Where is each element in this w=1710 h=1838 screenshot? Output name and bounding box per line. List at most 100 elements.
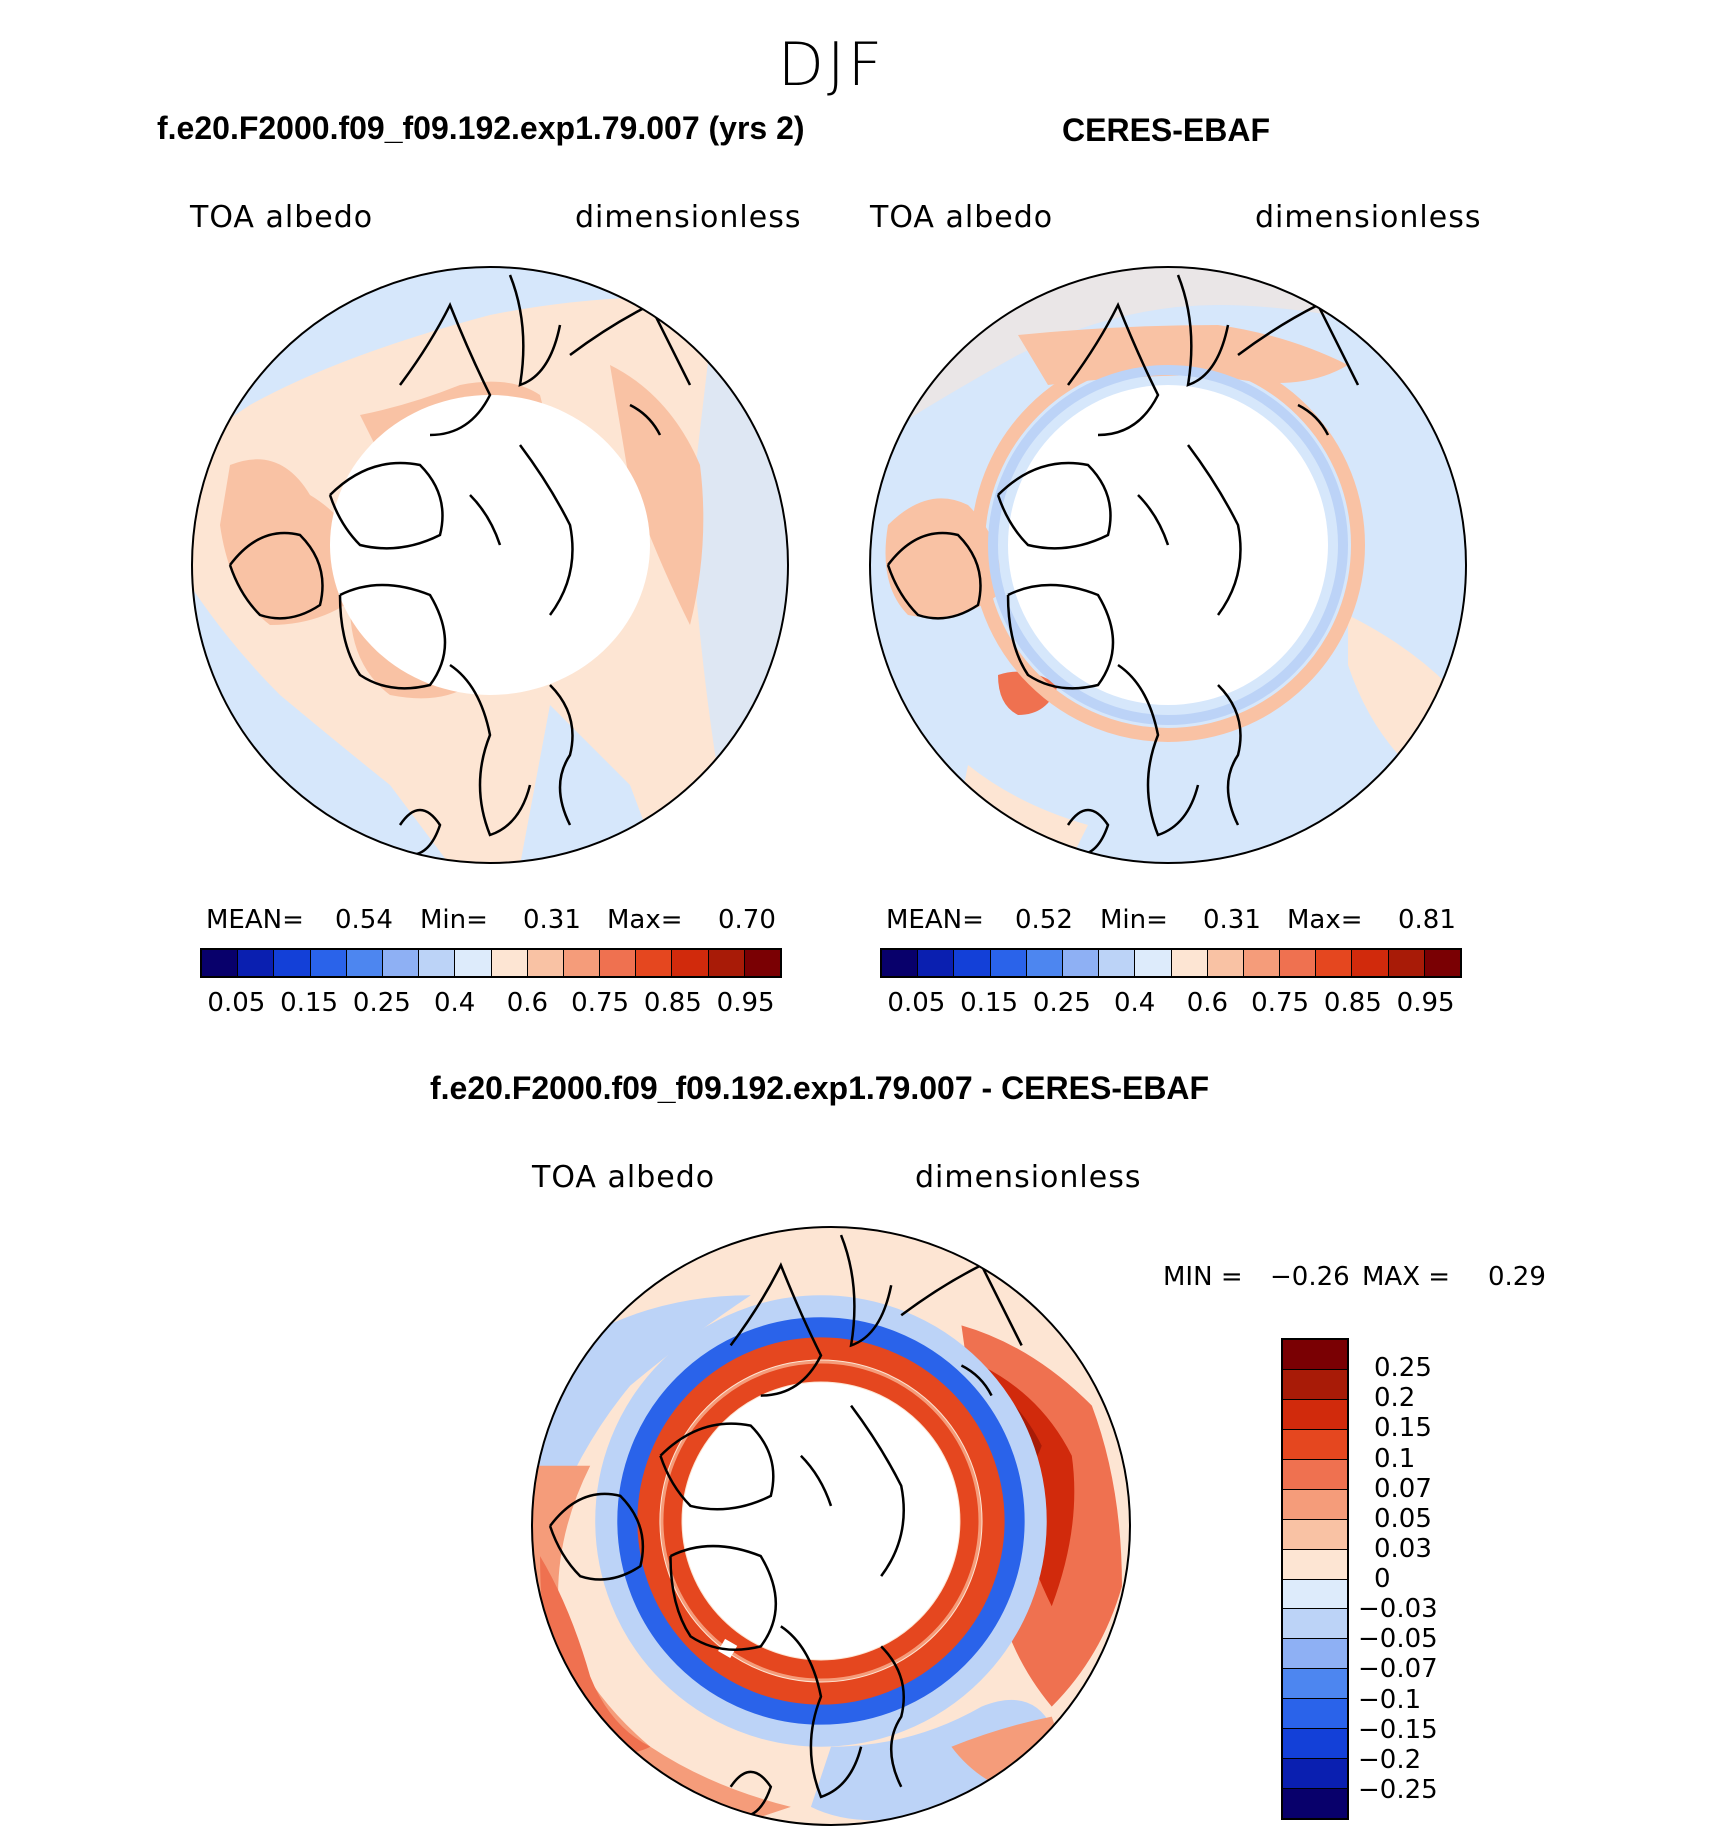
panel1-colorbar-segment bbox=[672, 950, 709, 976]
panel1-europe-low-albedo bbox=[520, 705, 660, 863]
panel1-colorbar-segment bbox=[455, 950, 492, 976]
panel1-colorbar-segment bbox=[491, 950, 528, 976]
panel3-units-label: dimensionless bbox=[915, 1160, 1142, 1195]
panel1-title: f.e20.F2000.f09_f09.192.exp1.79.007 (yrs… bbox=[157, 110, 805, 146]
panel1-colorbar-segment bbox=[382, 950, 420, 976]
panel1-colorbar-segment bbox=[419, 950, 456, 976]
panel1-colorbar-segment bbox=[346, 950, 383, 976]
panel3-colorbar-tick-label: −0.1 bbox=[1358, 1684, 1422, 1715]
panel3-colorbar-tick-label: 0.2 bbox=[1374, 1383, 1416, 1414]
panel1-colorbar-segment bbox=[708, 950, 745, 976]
panel2-colorbar-tick-label: 0.85 bbox=[1323, 988, 1382, 1018]
panel1-colorbar-segment bbox=[527, 950, 564, 976]
panel3-colorbar-segment bbox=[1283, 1489, 1347, 1520]
panel2-units-label: dimensionless bbox=[1255, 200, 1482, 235]
panel2-colorbar-tick-label: 0.4 bbox=[1113, 988, 1156, 1018]
panel3-colorbar bbox=[1281, 1338, 1349, 1820]
panel2-colorbar-tick-label: 0.15 bbox=[960, 988, 1019, 1018]
panel2-northamerica-high-albedo bbox=[885, 498, 1000, 618]
panel1-mean-value: 0.54 bbox=[335, 905, 393, 935]
panel3-colorbar-segment bbox=[1283, 1369, 1347, 1400]
panel3-colorbar-tick-label: 0.05 bbox=[1374, 1503, 1432, 1534]
panel2-colorbar bbox=[880, 948, 1462, 978]
panel2-mean-label: MEAN= bbox=[886, 905, 984, 935]
panel3-colorbar-segment bbox=[1283, 1609, 1347, 1640]
panel3-min-value: −0.26 bbox=[1270, 1262, 1350, 1292]
panel1-colorbar-segment bbox=[636, 950, 673, 976]
panel3-positive-ring-inner bbox=[663, 1363, 979, 1679]
panel1-pacific-low-albedo bbox=[192, 267, 788, 445]
panel3-colorbar-tick-label: −0.07 bbox=[1358, 1654, 1438, 1685]
panel2-colorbar-tick-label: 0.05 bbox=[887, 988, 946, 1018]
panel2-title: CERES-EBAF bbox=[1062, 112, 1271, 148]
panel3-colorbar-segment bbox=[1283, 1340, 1347, 1370]
panel2-colorbar-tick-label: 0.75 bbox=[1251, 988, 1310, 1018]
panel3-min-label: MIN = bbox=[1163, 1262, 1243, 1292]
panel3-colorbar-tick-label: 0.07 bbox=[1374, 1473, 1432, 1504]
panel2-max-value: 0.81 bbox=[1398, 905, 1456, 935]
panel2-mean-value: 0.52 bbox=[1015, 905, 1073, 935]
panel2-colorbar-segment bbox=[918, 950, 955, 976]
panel3-polar-map bbox=[531, 1226, 1131, 1826]
panel1-colorbar-tick-label: 0.75 bbox=[571, 988, 630, 1018]
panel3-colorbar-segment bbox=[1283, 1429, 1347, 1460]
panel2-colorbar-segment bbox=[1424, 950, 1460, 976]
panel1-map-border bbox=[191, 266, 789, 864]
panel1-colorbar-tick-label: 0.6 bbox=[506, 988, 549, 1018]
panel3-europe-negative bbox=[810, 1699, 1052, 1821]
panel2-colorbar-segment bbox=[954, 950, 991, 976]
panel3-colorbar-tick-label: 0.1 bbox=[1374, 1443, 1416, 1474]
panel1-colorbar bbox=[200, 948, 782, 978]
panel1-colorbar-tick-label: 0.25 bbox=[352, 988, 411, 1018]
panel1-siberia-high-albedo bbox=[610, 365, 704, 625]
panel2-colorbar-segment bbox=[1135, 950, 1172, 976]
panel2-variable-label: TOA albedo bbox=[870, 200, 1054, 235]
panel3-colorbar-tick-label: −0.03 bbox=[1358, 1594, 1438, 1625]
panel1-colorbar-segment bbox=[274, 950, 311, 976]
panel1-colorbar-tick-label: 0.4 bbox=[433, 988, 476, 1018]
panel2-polar-map bbox=[869, 266, 1467, 864]
panel3-polar-missing bbox=[682, 1382, 960, 1660]
panel1-colorbar-segment bbox=[600, 950, 637, 976]
panel3-colorbar-tick-label: 0.25 bbox=[1374, 1353, 1432, 1384]
panel2-colorbar-tick-label: 0.25 bbox=[1032, 988, 1091, 1018]
panel3-colorbar-segment bbox=[1283, 1549, 1347, 1580]
panel1-east-edge-low-albedo bbox=[690, 345, 788, 785]
panel1-colorbar-segment bbox=[238, 950, 275, 976]
panel3-colorbar-tick-label: 0 bbox=[1374, 1564, 1391, 1594]
panel3-colorbar-tick-label: −0.05 bbox=[1358, 1624, 1438, 1655]
panel3-colorbar-segment bbox=[1283, 1729, 1347, 1760]
panel3-variable-label: TOA albedo bbox=[532, 1160, 716, 1195]
panel3-title: f.e20.F2000.f09_f09.192.exp1.79.007 - CE… bbox=[430, 1070, 1210, 1106]
panel1-variable-label: TOA albedo bbox=[190, 200, 374, 235]
panel1-colorbar-segment bbox=[310, 950, 347, 976]
panel2-map-border bbox=[869, 266, 1467, 864]
panel2-colorbar-segment bbox=[1243, 950, 1281, 976]
panel1-colorbar-segment bbox=[563, 950, 601, 976]
panel2-colorbar-segment bbox=[882, 950, 919, 976]
panel3-map-border bbox=[531, 1226, 1131, 1826]
panel3-negative-ring-outer bbox=[595, 1295, 1047, 1747]
panel1-polar-map bbox=[191, 266, 789, 864]
panel3-colorbar-segment bbox=[1283, 1399, 1347, 1430]
panel3-colorbar-segment bbox=[1283, 1519, 1347, 1550]
panel3-negative-ring bbox=[617, 1317, 1025, 1725]
panel1-mean-label: MEAN= bbox=[206, 905, 304, 935]
panel2-colorbar-segment bbox=[990, 950, 1027, 976]
panel2-min-label: Min= bbox=[1100, 905, 1168, 935]
panel2-colorbar-segment bbox=[1280, 950, 1317, 976]
panel1-max-label: Max= bbox=[607, 905, 683, 935]
panel1-min-label: Min= bbox=[420, 905, 488, 935]
panel1-polar-missing bbox=[330, 395, 650, 695]
panel2-colorbar-segment bbox=[1062, 950, 1100, 976]
panel1-colorbar-tick-label: 0.95 bbox=[716, 988, 775, 1018]
panel3-colorbar-segment bbox=[1283, 1699, 1347, 1730]
panel2-ring-inner bbox=[988, 365, 1348, 725]
panel2-colorbar-segment bbox=[1388, 950, 1425, 976]
panel2-ring-outer bbox=[971, 348, 1365, 742]
panel2-colorbar-tick-label: 0.6 bbox=[1186, 988, 1229, 1018]
panel2-coastlines bbox=[886, 274, 1360, 857]
panel1-max-value: 0.70 bbox=[718, 905, 776, 935]
panel3-max-value: 0.29 bbox=[1488, 1262, 1546, 1292]
panel3-colorbar-tick-label: −0.2 bbox=[1358, 1744, 1422, 1775]
